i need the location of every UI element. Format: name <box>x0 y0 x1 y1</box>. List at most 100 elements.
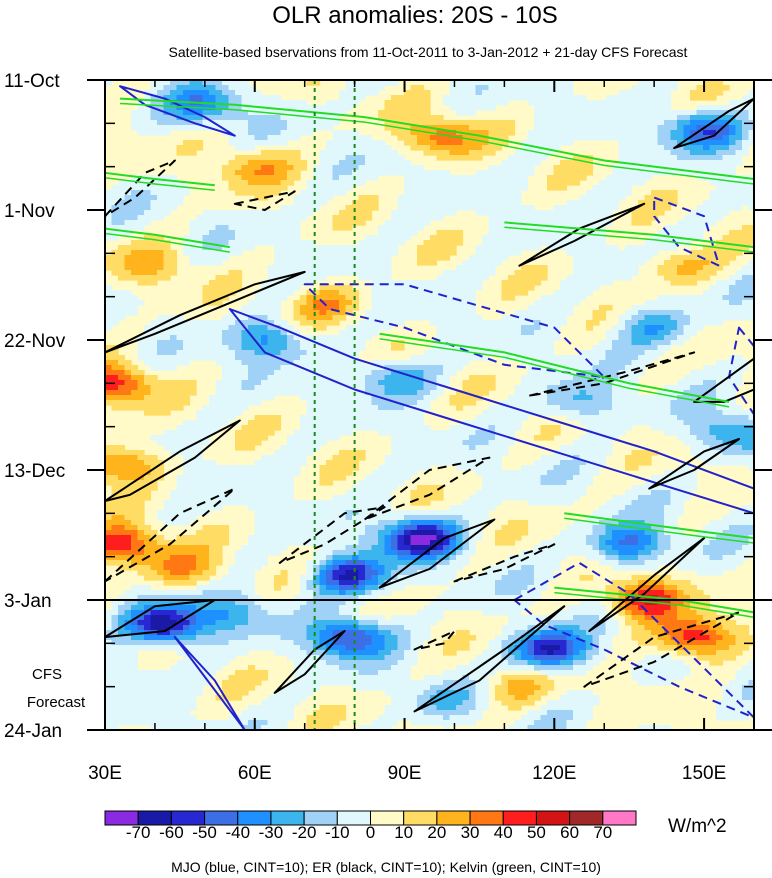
heatmap-cell <box>527 340 535 346</box>
heatmap-cell <box>586 385 594 391</box>
heatmap-cell <box>514 350 522 356</box>
heatmap-cell <box>495 230 503 236</box>
heatmap-cell <box>417 90 425 96</box>
heatmap-cell <box>202 85 210 91</box>
heatmap-cell <box>384 400 392 406</box>
heatmap-cell <box>475 340 483 346</box>
heatmap-cell <box>300 265 308 271</box>
heatmap-cell <box>573 410 581 416</box>
heatmap-cell <box>404 210 412 216</box>
heatmap-cell <box>417 115 425 121</box>
heatmap-cell <box>222 170 230 176</box>
heatmap-cell <box>631 335 639 341</box>
heatmap-cell <box>267 330 275 336</box>
heatmap-cell <box>157 410 165 416</box>
heatmap-cell <box>462 440 470 446</box>
heatmap-cell <box>748 315 754 321</box>
heatmap-cell <box>124 400 132 406</box>
heatmap-cell <box>742 200 750 206</box>
heatmap-cell <box>618 275 626 281</box>
heatmap-cell <box>670 225 678 231</box>
heatmap-cell <box>378 275 386 281</box>
heatmap-cell <box>280 290 288 296</box>
heatmap-cell <box>293 305 301 311</box>
heatmap-cell <box>371 375 379 381</box>
heatmap-cell <box>521 90 529 96</box>
heatmap-cell <box>514 280 522 286</box>
heatmap-cell <box>261 310 269 316</box>
heatmap-cell <box>391 155 399 161</box>
heatmap-cell <box>345 225 353 231</box>
heatmap-cell <box>196 90 204 96</box>
heatmap-cell <box>501 165 509 171</box>
heatmap-cell <box>228 405 236 411</box>
heatmap-cell <box>475 420 483 426</box>
heatmap-cell <box>384 265 392 271</box>
heatmap-cell <box>222 255 230 261</box>
heatmap-cell <box>547 435 555 441</box>
heatmap-cell <box>514 320 522 326</box>
heatmap-cell <box>124 365 132 371</box>
heatmap-cell <box>228 120 236 126</box>
heatmap-cell <box>105 265 113 271</box>
heatmap-cell <box>209 405 217 411</box>
heatmap-cell <box>670 395 678 401</box>
heatmap-cell <box>644 250 652 256</box>
heatmap-cell <box>521 395 529 401</box>
heatmap-cell <box>573 440 581 446</box>
heatmap-cell <box>449 150 457 156</box>
heatmap-cell <box>215 110 223 116</box>
heatmap-cell <box>274 170 282 176</box>
heatmap-cell <box>735 305 743 311</box>
heatmap-cell <box>449 85 457 91</box>
heatmap-cell <box>326 340 334 346</box>
heatmap-cell <box>215 340 223 346</box>
heatmap-cell <box>716 395 724 401</box>
heatmap-cell <box>488 415 496 421</box>
heatmap-cell <box>683 165 691 171</box>
heatmap-cell <box>358 240 366 246</box>
heatmap-cell <box>696 120 704 126</box>
heatmap-cell <box>716 365 724 371</box>
heatmap-cell <box>352 410 360 416</box>
heatmap-cell <box>150 335 158 341</box>
heatmap-cell <box>326 355 334 361</box>
heatmap-cell <box>391 105 399 111</box>
heatmap-cell <box>644 135 652 141</box>
heatmap-cell <box>735 160 743 166</box>
heatmap-cell <box>144 235 152 241</box>
heatmap-cell <box>254 140 262 146</box>
heatmap-cell <box>293 300 301 306</box>
heatmap-cell <box>228 230 236 236</box>
heatmap-cell <box>209 295 217 301</box>
heatmap-cell <box>384 385 392 391</box>
heatmap-cell <box>501 130 509 136</box>
heatmap-cell <box>475 210 483 216</box>
heatmap-cell <box>397 220 405 226</box>
heatmap-cell <box>144 95 152 101</box>
heatmap-cell <box>137 375 145 381</box>
heatmap-cell <box>358 410 366 416</box>
heatmap-cell <box>358 85 366 91</box>
heatmap-cell <box>618 270 626 276</box>
heatmap-cell <box>586 405 594 411</box>
heatmap-cell <box>703 410 711 416</box>
heatmap-cell <box>560 175 568 181</box>
heatmap-cell <box>683 230 691 236</box>
heatmap-cell <box>358 415 366 421</box>
heatmap-cell <box>566 130 574 136</box>
heatmap-cell <box>664 335 672 341</box>
heatmap-cell <box>469 400 477 406</box>
heatmap-cell <box>592 275 600 281</box>
heatmap-cell <box>742 365 750 371</box>
heatmap-cell <box>709 380 717 386</box>
heatmap-cell <box>423 360 431 366</box>
heatmap-cell <box>319 360 327 366</box>
heatmap-cell <box>261 380 269 386</box>
heatmap-cell <box>631 90 639 96</box>
heatmap-cell <box>560 360 568 366</box>
heatmap-cell <box>729 175 737 181</box>
heatmap-cell <box>293 370 301 376</box>
heatmap-cell <box>469 425 477 431</box>
heatmap-cell <box>482 95 490 101</box>
